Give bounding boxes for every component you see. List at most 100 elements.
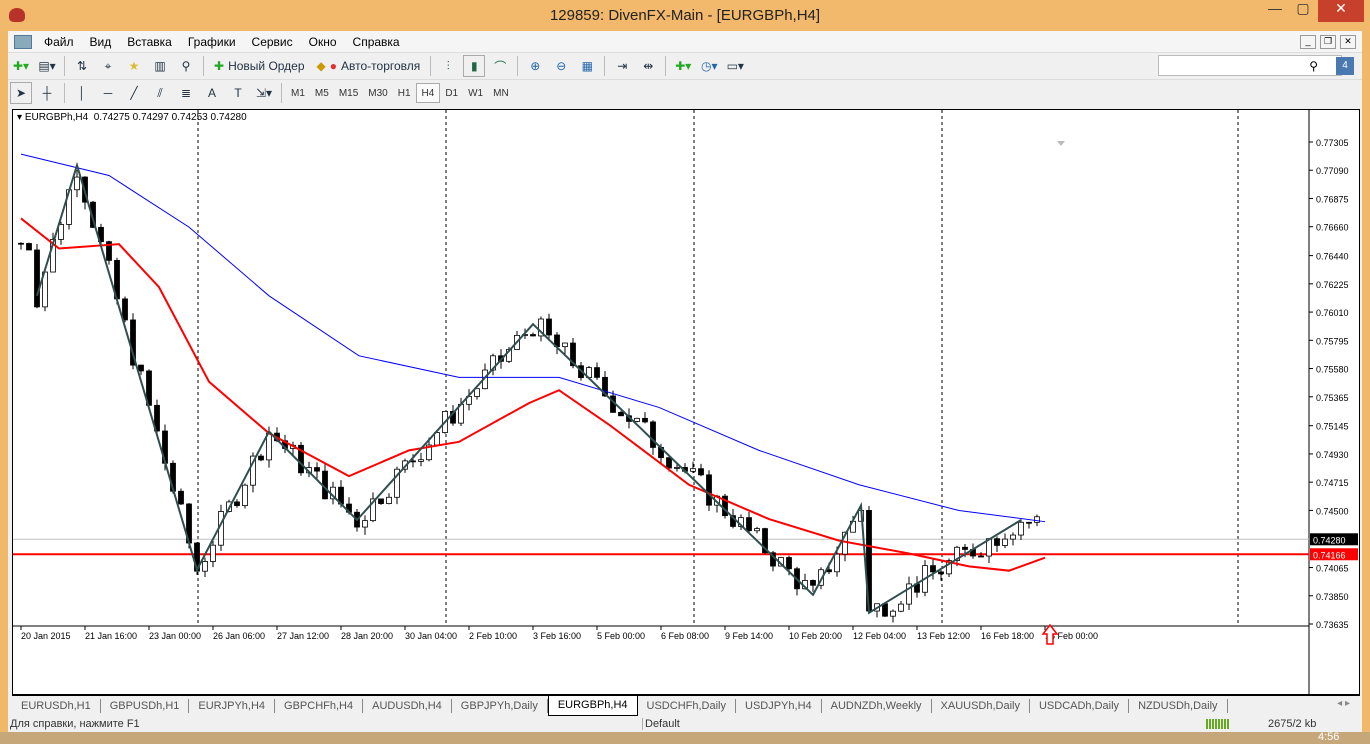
new-order-button[interactable]: ✚ Новый Ордер [214,59,305,73]
chart-tab-active[interactable]: EURGBPh,H4 [547,695,638,716]
search-input[interactable] [1158,55,1342,76]
timeframe-d1[interactable]: D1 [445,87,459,99]
candle [890,610,896,617]
connection-status-icon [1206,719,1230,729]
candle [930,565,936,573]
chart-tab[interactable]: GBPUSDh,H1 [101,698,190,713]
timeframe-m30[interactable]: M30 [368,87,388,99]
mailbox-icon[interactable]: 4 [1336,57,1354,75]
line-chart-icon[interactable]: ⌒ [494,59,507,74]
data-window-icon[interactable]: ⌖ [104,58,112,73]
candle [426,444,432,461]
tile-windows-icon[interactable]: ▦ [581,59,593,73]
timeframe-m5[interactable]: M5 [314,87,329,99]
text-label-icon[interactable]: T [234,86,242,100]
price-tick-label: 0.73635 [1316,620,1349,630]
chart-tab[interactable]: EURUSDh,H1 [12,698,101,713]
menu-item[interactable]: Графики [187,34,236,49]
menu-item[interactable]: Справка [352,34,400,49]
candle [138,364,144,372]
price-tick-label: 0.76875 [1316,194,1349,204]
periods-icon[interactable]: ◷▾ [701,59,718,73]
time-tick-label: 3 Feb 16:00 [533,631,581,641]
chart-tab[interactable]: EURJPYh,H4 [189,698,276,713]
close-button[interactable]: ✕ [1318,0,1364,22]
chart-tab[interactable]: XAUUSDh,Daily [932,698,1030,713]
menu-item[interactable]: Вставка [127,34,172,49]
profiles-icon[interactable]: ▤▾ [38,59,56,73]
zoom-out-icon[interactable]: ⊖ [556,59,567,73]
templates-icon[interactable]: ▭▾ [726,59,744,73]
mdi-close-button[interactable]: ✕ [1340,34,1356,49]
menu-item[interactable]: Сервис [251,34,293,49]
terminal-icon[interactable]: ▥ [154,59,166,73]
candle [978,555,984,558]
candle [386,496,392,504]
candle [746,517,752,532]
chart-tab[interactable]: USDCADh,Daily [1030,698,1130,713]
timeframe-m1[interactable]: M1 [291,87,305,99]
equidistant-channel-icon[interactable]: ⫽ [157,85,163,100]
timeframe-h1[interactable]: H1 [397,87,411,99]
timeframe-mn[interactable]: MN [493,87,509,99]
cursor-icon[interactable]: ➤ [10,82,32,104]
zoom-in-icon[interactable]: ⊕ [530,59,541,73]
mdi-restore-button[interactable]: ❐ [1320,34,1336,49]
chart-tab[interactable]: AUDNZDh,Weekly [822,698,932,713]
bar-chart-icon[interactable]: ⫶ [446,58,450,73]
chart-shift-marker[interactable] [1057,141,1065,146]
trendline-icon[interactable]: ╱ [130,86,138,100]
candle [530,334,536,337]
traffic-counter: 2675/2 kb [1268,718,1317,730]
fibonacci-icon[interactable]: ≣ [180,86,192,100]
navigator-icon[interactable]: ★ [128,59,140,73]
candle [418,459,424,462]
minimize-button[interactable]: — [1268,0,1282,16]
chart-tab[interactable]: GBPJPYh,Daily [452,698,548,713]
new-chart-icon[interactable]: ✚▾ [12,59,30,73]
maximize-button[interactable]: ▢ [1296,0,1310,16]
arrows-icon[interactable]: ⇲▾ [255,86,273,100]
up-arrow-icon[interactable] [1041,623,1059,645]
candlestick-icon[interactable]: ▮ [463,55,486,77]
menu-item[interactable]: Файл [44,34,74,49]
candle [106,241,112,261]
title-bar: 129859: DivenFX-Main - [EURGBPh,H4] — ▢ … [0,0,1370,31]
chart-tab[interactable]: GBPCHFh,H4 [275,698,364,713]
candle [962,546,968,550]
timeframe-w1[interactable]: W1 [468,87,484,99]
time-tick-label: 21 Jan 16:00 [85,631,137,641]
chart-tab[interactable]: AUDUSDh,H4 [363,698,452,713]
candle [994,538,1000,546]
candle [314,467,320,472]
auto-scroll-icon[interactable]: ⇥ [617,59,628,73]
menu-item[interactable]: Окно [308,34,337,49]
price-chart[interactable]: 0.77305 0.77090 0.76875 0.76660 0.76440 0.762… [12,109,1360,696]
mdi-minimize-button[interactable]: _ [1300,34,1316,49]
bid-price-badge [1310,533,1358,546]
chart-tab[interactable]: USDJPYh,H4 [736,698,822,713]
bid-price-label: 0.74280 [1313,535,1346,545]
vertical-line-icon[interactable]: │ [78,86,86,100]
market-watch-icon[interactable]: ⇅ [76,59,88,73]
horizontal-line-icon[interactable]: ─ [103,86,113,100]
auto-trading-button[interactable]: ◆ ● Авто-торговля [316,59,421,73]
time-tick-label: 5 Feb 00:00 [597,631,645,641]
search-icon[interactable]: ⚲ [1309,59,1318,73]
text-icon[interactable]: A [207,86,216,100]
chart-shift-icon[interactable]: ⇹ [643,59,654,73]
indicators-icon[interactable]: ✚▾ [675,59,692,73]
candle [58,224,64,240]
profile-name: Default [642,718,680,730]
crosshair-icon[interactable]: ┼ [42,86,52,100]
strategy-tester-icon[interactable]: ⚲ [181,59,191,73]
chart-tab[interactable]: USDCHFh,Daily [638,698,736,713]
timeframe-h4[interactable]: H4 [415,83,441,103]
timeframe-m15[interactable]: M15 [338,87,359,99]
menu-item[interactable]: Вид [89,34,112,49]
tab-scroll-arrows[interactable]: ◂ ▸ [1337,698,1350,709]
level-price-label: 0.74166 [1313,550,1346,560]
price-tick-label: 0.74930 [1316,450,1349,460]
chart-tab[interactable]: NZDUSDh,Daily [1129,698,1228,713]
chart-menu-arrow-icon[interactable]: ▾ [17,112,25,123]
